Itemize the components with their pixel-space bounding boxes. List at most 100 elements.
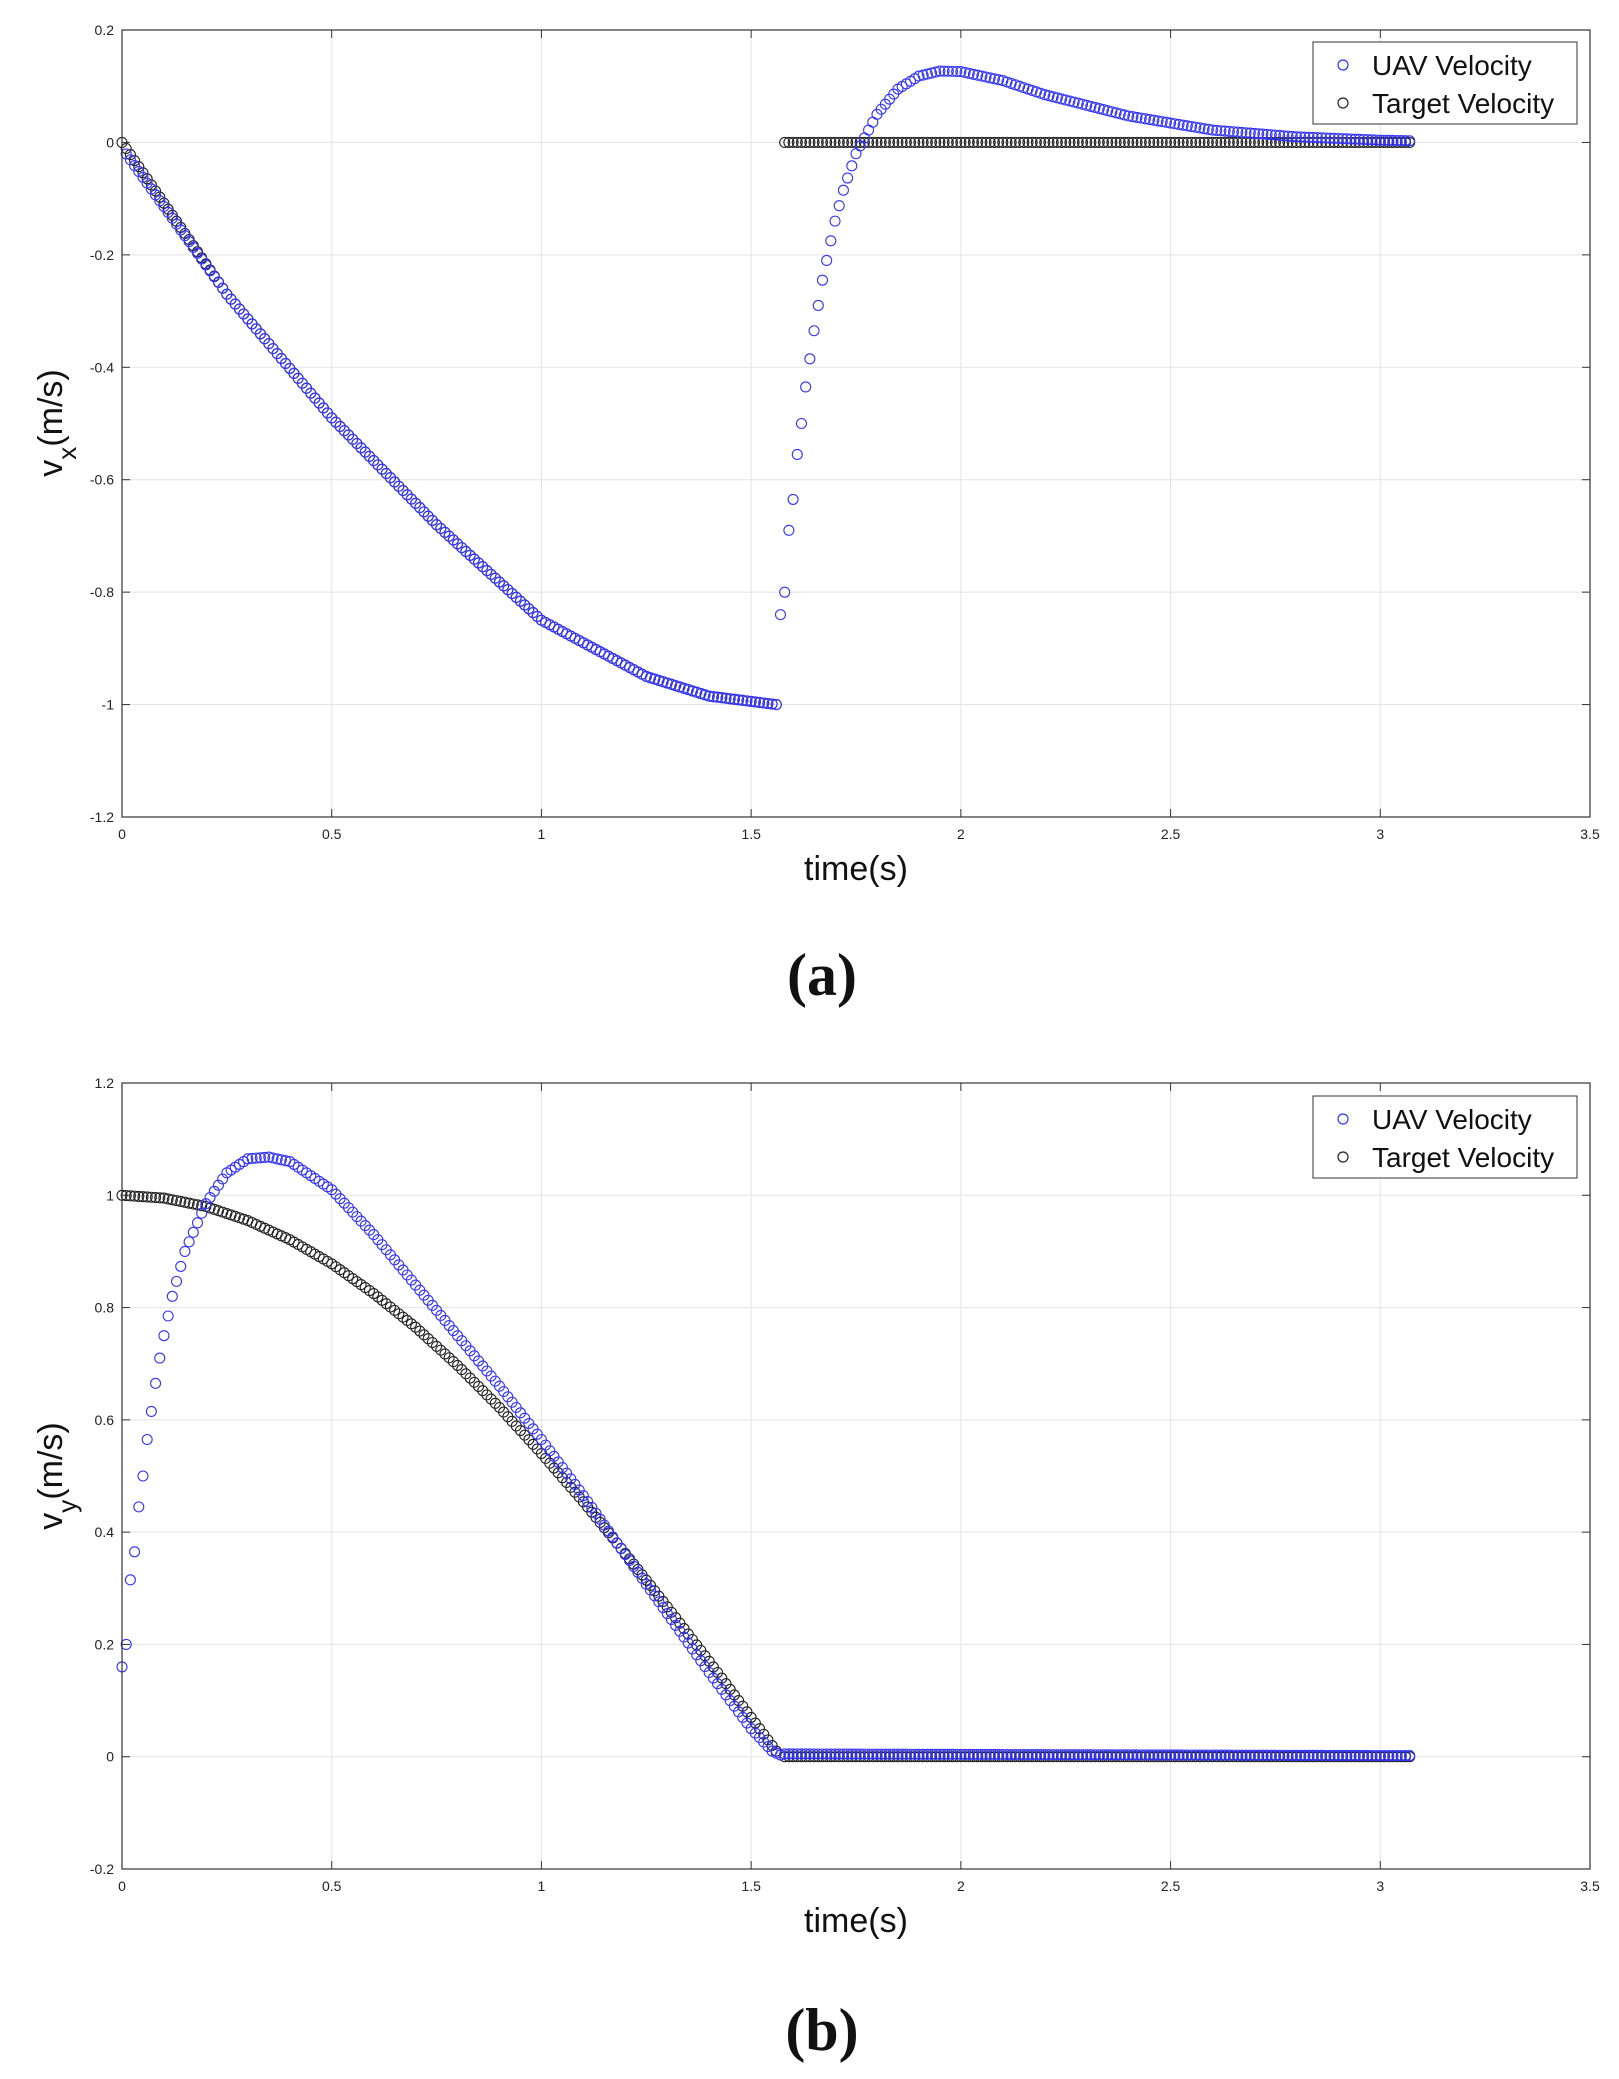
data-point-uav [812, 1748, 824, 1760]
data-point-uav [259, 1151, 271, 1163]
data-point-uav [1366, 134, 1378, 146]
data-point-target [1102, 136, 1114, 148]
data-point-uav [1009, 1748, 1021, 1761]
data-point-uav [1118, 109, 1130, 121]
data-point-uav [1299, 131, 1311, 143]
data-point-uav [1110, 1749, 1122, 1761]
data-point-uav [1156, 116, 1168, 128]
data-point-target [1060, 136, 1072, 148]
data-point-uav [741, 1717, 753, 1729]
data-point-target [837, 136, 849, 148]
y-tick-label: 0 [106, 134, 114, 150]
data-point-uav [724, 693, 736, 705]
data-point-target [1169, 136, 1181, 148]
data-point-target [724, 1683, 736, 1695]
data-point-uav [1076, 98, 1089, 110]
data-point-target [187, 1198, 199, 1210]
data-point-uav [762, 697, 774, 710]
y-label-sub: x [52, 447, 82, 460]
data-point-uav [1018, 1748, 1030, 1761]
data-point-uav [963, 67, 975, 79]
x-axis-label: time(s) [804, 850, 908, 888]
data-point-target [1160, 136, 1172, 148]
data-point-uav [1043, 1749, 1055, 1761]
data-point-target [426, 1336, 438, 1349]
data-point-uav [1030, 1749, 1042, 1761]
data-point-target [993, 136, 1005, 148]
data-point-uav [426, 514, 438, 526]
data-point-uav [615, 1543, 627, 1555]
data-point-uav [1051, 1749, 1063, 1761]
y-axis-label: vy(m/s) [32, 1422, 82, 1529]
data-point-uav [1345, 1749, 1357, 1761]
data-point-uav [1144, 1749, 1156, 1761]
data-point-target [1152, 136, 1164, 148]
data-point-target [930, 136, 942, 148]
data-point-uav [355, 442, 367, 454]
data-point-target [137, 1191, 149, 1203]
data-point-target [1001, 136, 1013, 148]
data-point-uav [670, 1619, 682, 1631]
data-point-uav [1202, 123, 1214, 135]
data-point-uav [699, 1661, 711, 1673]
series-markers [116, 65, 1416, 711]
data-point-uav [1219, 125, 1231, 137]
data-point-uav [1290, 1749, 1302, 1761]
data-point-target [1127, 136, 1139, 148]
data-point-uav [930, 1748, 942, 1760]
data-point-uav [1349, 133, 1361, 145]
data-point-uav [1114, 108, 1126, 120]
data-point-uav [1387, 134, 1399, 146]
data-point-uav [1290, 131, 1302, 143]
data-point-uav [640, 670, 652, 683]
data-point-target [795, 136, 808, 148]
data-point-uav [661, 1607, 673, 1620]
data-point-uav [422, 510, 434, 522]
data-point-uav [867, 1748, 879, 1760]
data-point-uav [1102, 105, 1114, 117]
data-point-uav [984, 72, 996, 84]
data-point-uav [1248, 1749, 1261, 1761]
data-point-uav [577, 1490, 589, 1502]
data-point-target [997, 136, 1009, 148]
data-point-target [145, 1191, 157, 1203]
data-point-uav [154, 1352, 166, 1364]
data-point-target [120, 1190, 132, 1202]
data-point-uav [976, 1748, 988, 1760]
data-point-uav [1139, 1749, 1151, 1761]
data-point-uav [1362, 1749, 1374, 1762]
data-point-uav [980, 71, 992, 83]
data-point-uav [1274, 1749, 1286, 1761]
legend-uav-label: UAV Velocity [1372, 50, 1532, 81]
data-point-target [1089, 136, 1101, 148]
data-point-uav [129, 160, 141, 172]
grid-lines [122, 30, 1590, 817]
data-point-uav [674, 1625, 686, 1637]
y-axis-label: vx(m/s) [32, 369, 82, 476]
data-point-target [934, 136, 946, 148]
data-point-uav [972, 1748, 984, 1760]
data-point-target [1035, 136, 1047, 148]
data-point-uav [1383, 134, 1395, 146]
data-point-uav [569, 1478, 581, 1490]
data-point-uav [1399, 1750, 1411, 1762]
data-point-target [162, 1193, 174, 1205]
data-point-uav [204, 265, 216, 277]
data-point-target [959, 136, 971, 148]
data-point-uav [1185, 121, 1198, 133]
data-point-uav [1257, 1749, 1269, 1761]
data-point-uav [1106, 1749, 1118, 1761]
data-point-target [1190, 136, 1202, 148]
data-point-uav [502, 584, 514, 596]
data-point-uav [1404, 1750, 1416, 1762]
data-point-uav [833, 1748, 845, 1760]
data-point-uav [179, 1245, 191, 1257]
data-point-uav [653, 674, 665, 686]
data-point-uav [1181, 120, 1193, 132]
data-point-target [917, 136, 929, 148]
data-point-uav [1110, 107, 1122, 119]
svg-text:vx(m/s): vx(m/s) [32, 369, 82, 476]
y-tick-label: -0.2 [90, 247, 114, 263]
data-point-uav [1391, 134, 1403, 147]
data-point-uav [1328, 1749, 1340, 1761]
